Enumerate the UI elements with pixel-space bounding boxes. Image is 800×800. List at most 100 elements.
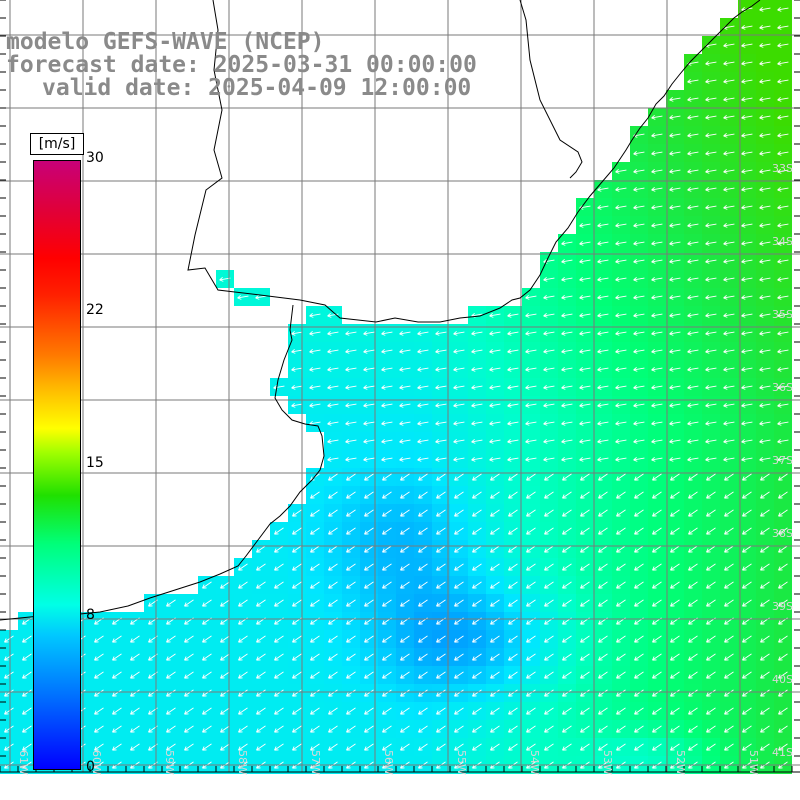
wind-arrow xyxy=(526,563,536,571)
wind-arrow xyxy=(274,581,284,589)
wind-arrow xyxy=(543,402,555,408)
wind-arrow xyxy=(579,384,591,390)
wind-arrow xyxy=(777,402,789,408)
wind-arrow xyxy=(759,384,771,390)
wind-arrow xyxy=(364,509,374,517)
wind-arrow xyxy=(327,420,339,426)
wind-arrow xyxy=(580,563,590,571)
wind-arrow xyxy=(382,527,392,535)
wind-arrow xyxy=(507,402,519,408)
wind-arrow xyxy=(202,581,212,589)
wind-arrow xyxy=(777,114,789,120)
wind-arrow xyxy=(579,276,591,282)
wind-arrow xyxy=(723,168,735,174)
wind-arrow xyxy=(597,384,609,390)
lon-label: 59W xyxy=(163,750,176,775)
wind-arrow xyxy=(579,402,591,408)
wind-arrow xyxy=(292,527,302,535)
lon-label: 54W xyxy=(528,750,541,775)
wind-arrow xyxy=(615,222,627,228)
wind-arrow xyxy=(310,509,320,517)
wind-arrow xyxy=(579,438,591,444)
wind-arrow xyxy=(687,150,699,156)
wind-arrow xyxy=(400,599,410,607)
wind-arrow xyxy=(454,599,464,607)
wind-arrow xyxy=(453,384,465,390)
wind-arrow xyxy=(777,6,789,12)
wind-arrow xyxy=(489,366,501,372)
wind-arrow xyxy=(741,132,753,138)
wind-arrow xyxy=(507,456,519,462)
wind-arrow xyxy=(580,581,590,589)
wind-arrow xyxy=(616,581,626,589)
wind-arrow xyxy=(670,491,680,499)
wind-arrow xyxy=(778,581,788,589)
wind-arrow xyxy=(543,366,555,372)
wind-arrow xyxy=(526,509,536,517)
wind-arrow xyxy=(759,42,771,48)
wind-arrow xyxy=(633,186,645,192)
wind-arrow xyxy=(580,599,590,607)
wind-arrow xyxy=(345,402,357,408)
wind-arrow xyxy=(381,384,393,390)
wind-arrow xyxy=(525,330,537,336)
wind-arrow xyxy=(706,473,716,481)
wind-arrow xyxy=(597,438,609,444)
wind-arrow xyxy=(633,384,645,390)
wind-arrow xyxy=(723,186,735,192)
wind-arrow xyxy=(759,240,771,246)
wind-arrow xyxy=(274,527,284,535)
lon-label: 57W xyxy=(309,750,322,775)
wind-arrow xyxy=(651,222,663,228)
wind-arrow xyxy=(669,456,681,462)
wind-arrow xyxy=(741,240,753,246)
wind-arrow xyxy=(777,24,789,30)
wind-arrow xyxy=(669,420,681,426)
wind-arrow xyxy=(346,473,356,481)
wind-arrow xyxy=(759,312,771,318)
wind-arrow xyxy=(561,456,573,462)
wind-arrow xyxy=(562,599,572,607)
lat-label: 36S xyxy=(772,381,793,394)
wind-arrow xyxy=(598,545,608,553)
wind-arrow xyxy=(345,438,357,444)
wind-arrow xyxy=(705,114,717,120)
wind-arrow xyxy=(508,545,518,553)
wind-arrow xyxy=(399,384,411,390)
wind-arrow xyxy=(472,509,482,517)
wind-arrow xyxy=(562,563,572,571)
wind-arrow xyxy=(741,258,753,264)
wind-arrow xyxy=(562,509,572,517)
wind-arrow xyxy=(759,294,771,300)
wind-arrow xyxy=(777,204,789,210)
wind-arrow xyxy=(525,294,537,300)
wind-arrow xyxy=(309,330,321,336)
wind-arrow xyxy=(724,491,734,499)
wind-arrow xyxy=(363,366,375,372)
wind-arrow xyxy=(184,599,194,607)
wind-arrow xyxy=(454,581,464,589)
wind-arrow xyxy=(543,420,555,426)
wind-arrow xyxy=(543,312,555,318)
wind-arrow xyxy=(490,491,500,499)
wind-arrow xyxy=(435,348,447,354)
wind-arrow xyxy=(651,438,663,444)
wind-arrow xyxy=(399,420,411,426)
wind-arrow xyxy=(778,509,788,517)
wind-arrow xyxy=(382,563,392,571)
wind-arrow xyxy=(598,581,608,589)
wind-arrow xyxy=(616,509,626,517)
wind-arrow xyxy=(453,456,465,462)
wind-arrow xyxy=(255,294,267,300)
wind-arrow xyxy=(705,60,717,66)
wind-arrow xyxy=(508,473,518,481)
wind-arrow xyxy=(256,599,266,607)
wind-arrow xyxy=(633,204,645,210)
wind-arrow xyxy=(597,294,609,300)
wind-arrow xyxy=(687,96,699,102)
wind-arrow xyxy=(579,222,591,228)
wind-arrow xyxy=(598,509,608,517)
wind-arrow xyxy=(490,527,500,535)
wind-arrow xyxy=(723,60,735,66)
wind-arrow xyxy=(489,348,501,354)
